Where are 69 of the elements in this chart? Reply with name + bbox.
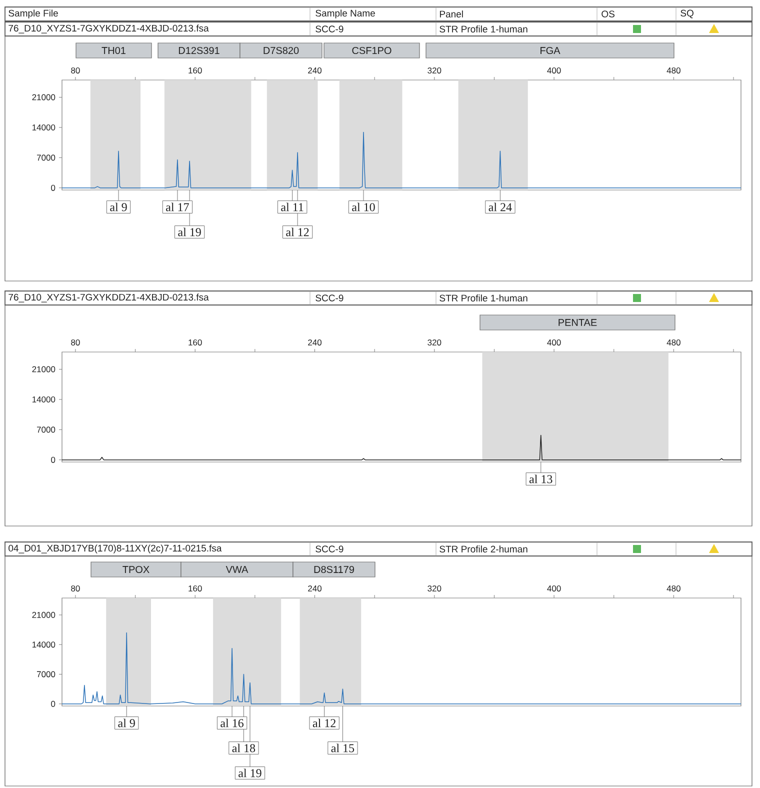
x-tick-label: 240 [308,339,322,346]
text: TPOX [122,566,150,574]
annotation: al 13 [529,474,552,484]
line-series [62,132,742,188]
x-tick-label: 240 [308,67,322,74]
text: D7S820 [264,46,299,54]
x-tick-label: 400 [547,585,561,592]
text: CSF1PO [352,46,392,54]
text: Sample Name [316,10,375,18]
annotation: al 11 [281,202,304,212]
text: FGA [540,46,560,54]
annotation: al 17 [166,202,189,212]
y-tick-label: 21000 [32,94,56,100]
text: PENTAE [558,319,597,326]
x-tick-label: 320 [428,585,442,592]
x-tick-label: 320 [428,67,442,74]
annotation: al 24 [488,202,512,212]
chart-subtitle: SCC-9 [316,294,344,302]
annotation: al 19 [238,768,262,778]
annotation: al 15 [331,744,354,752]
annotation: al 12 [286,228,309,236]
text: Panel [440,10,463,18]
annotation: al 18 [232,744,256,752]
chart-subtitle: SCC-9 [316,546,344,552]
text: Sample File [8,10,58,18]
chart-subtitle: SCC-9 [316,26,344,32]
annotation: al 9 [118,718,135,728]
y-tick-label: 14000 [32,642,56,648]
text: STR Profile 1-human [440,26,528,32]
y-tick-label: 14000 [32,124,56,130]
y-tick-label: 7000 [36,426,56,433]
x-tick-label: 80 [71,585,80,592]
x-tick-label: 160 [188,585,202,592]
annotation: al 12 [312,718,336,728]
y-tick-label: 7000 [36,154,56,161]
chart-title: 76_D10_XYZS1-7GXYKDDZ1-4XBJD-0213.fsa [8,24,209,34]
text: VWA [226,566,248,573]
x-tick-label: 160 [188,339,202,346]
line-series [62,434,742,460]
x-tick-label: 480 [666,67,680,74]
x-tick-label: 240 [308,585,322,592]
y-tick-label: 21000 [32,612,56,618]
y-tick-label: 21000 [32,366,56,372]
annotation: al 16 [220,718,244,728]
x-tick-label: 400 [547,67,561,74]
x-tick-label: 80 [71,67,80,74]
text: STR Profile 2-human [440,546,528,552]
x-tick-label: 80 [71,339,80,346]
chart-title: 04_D01_XBJD17YB(170)8-11XY(2c)7-11-0215.fsa [8,544,222,554]
y-tick-label: 0 [51,456,56,463]
x-tick-label: 160 [188,67,202,74]
y-tick-label: 0 [51,700,56,707]
text: D12S391 [178,46,220,54]
x-tick-label: 480 [666,339,680,346]
text: STR Profile 1-human [440,294,528,302]
y-tick-label: 7000 [36,671,56,678]
line-series [62,632,742,704]
x-tick-label: 400 [547,339,561,346]
x-tick-label: 480 [666,585,680,592]
text: SQ [680,10,694,18]
x-tick-label: 320 [428,339,442,346]
text: OS [602,10,614,18]
text: D8S1179 [314,566,354,574]
annotation: al 19 [178,228,201,236]
y-tick-label: 14000 [32,396,56,402]
annotation: al 10 [352,202,375,212]
y-tick-label: 0 [51,184,56,191]
chart-title: 76_D10_XYZS1-7GXYKDDZ1-4XBJD-0213.fsa [8,294,209,302]
text: TH01 [102,46,126,54]
